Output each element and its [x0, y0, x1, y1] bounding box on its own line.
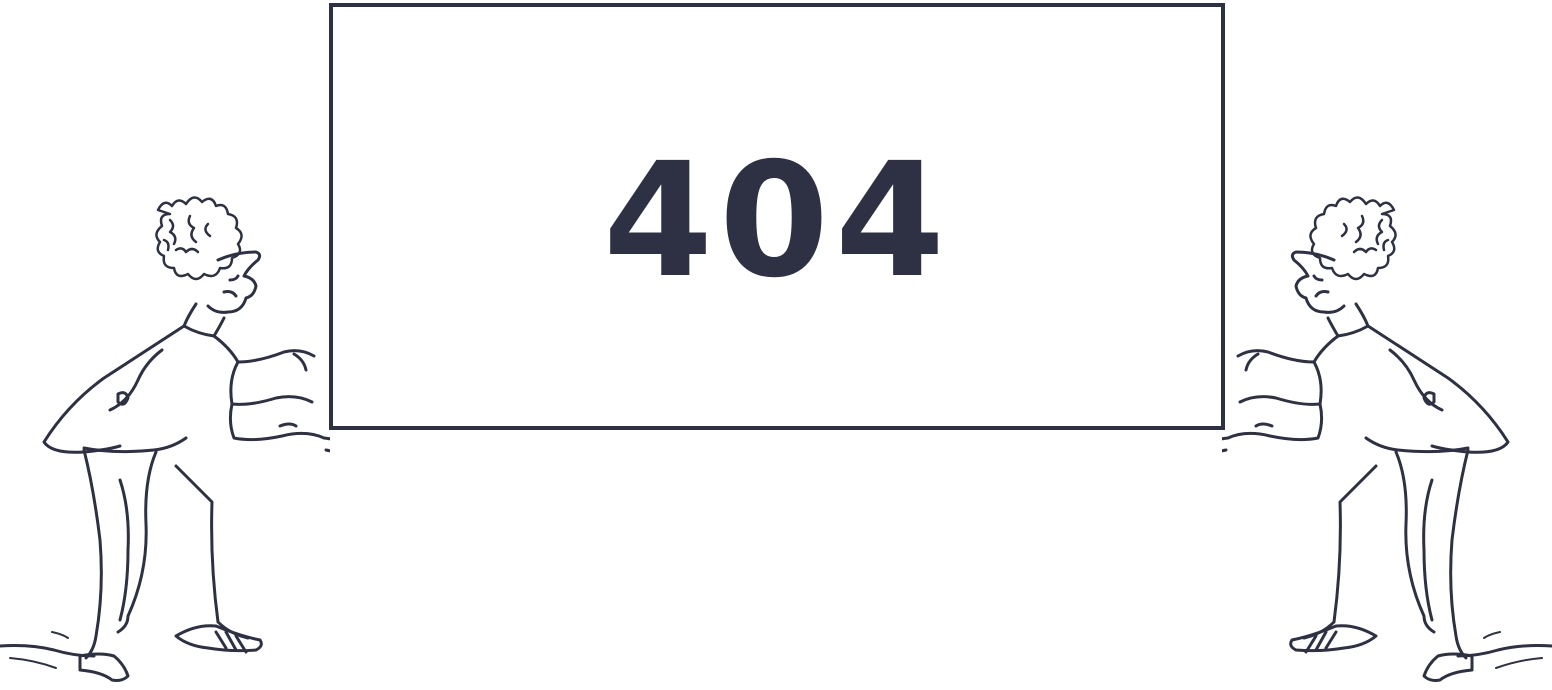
- error-code-heading: 404: [603, 129, 951, 313]
- error-sign-board: 404: [329, 3, 1225, 430]
- man-holding-sign-right-icon: [1222, 180, 1552, 690]
- man-holding-sign-left-icon: [0, 180, 330, 690]
